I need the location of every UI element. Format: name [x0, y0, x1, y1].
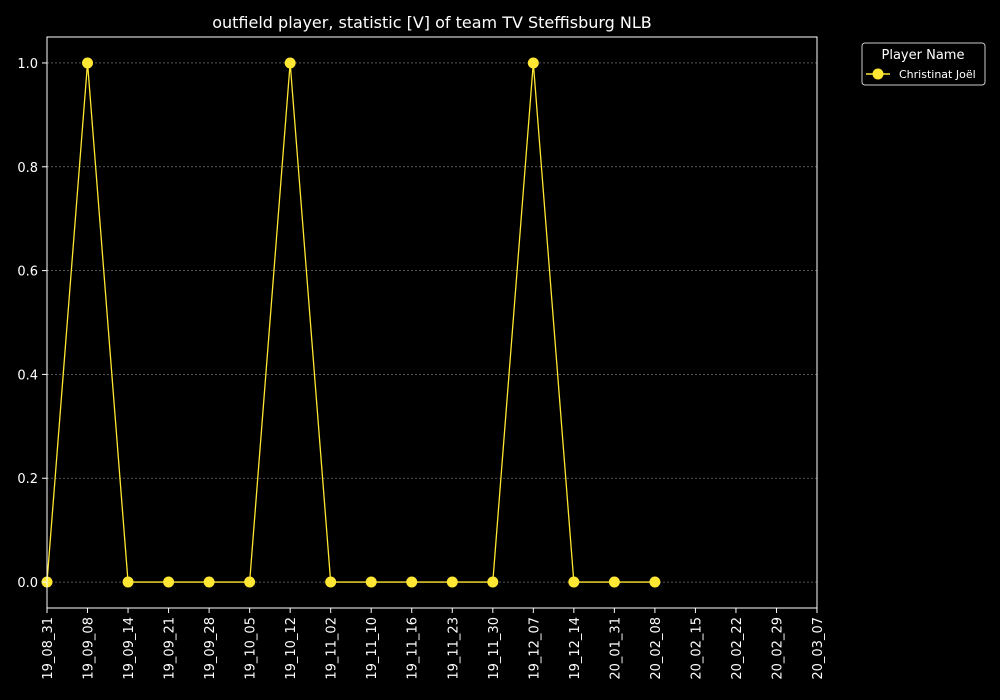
data-point	[325, 576, 337, 588]
x-tick-label: 19_10_05	[244, 617, 259, 680]
x-tick-label: 19_11_02	[325, 617, 340, 680]
x-tick-label: 19_09_14	[122, 617, 137, 680]
y-tick-label: 0.4	[17, 368, 38, 383]
data-point	[163, 576, 175, 588]
legend: Player Name Christinat Joël	[861, 42, 986, 86]
axis-layer: 0.0 0.2 0.4 0.6 0.8 1.0 19_08_31 19_09_08 19_09_…	[17, 57, 826, 680]
data-point	[608, 576, 620, 588]
x-tick-label: 19_11_16	[406, 617, 421, 680]
plot-area-frame	[46, 36, 818, 609]
legend-series-label: Christinat Joël	[899, 68, 976, 81]
legend-box	[861, 42, 986, 86]
data-point	[284, 57, 296, 69]
x-tick-label: 19_11_30	[487, 617, 502, 680]
y-tick-label: 0.6	[17, 265, 38, 280]
x-tick-label: 20_01_31	[608, 617, 623, 680]
data-point	[649, 576, 661, 588]
data-point	[365, 576, 377, 588]
data-point	[82, 57, 94, 69]
x-tick-label: 20_03_07	[811, 617, 826, 680]
y-tick-label: 0.0	[17, 576, 38, 591]
x-tick-label: 19_09_08	[82, 617, 97, 680]
x-tick-label: 20_02_15	[689, 617, 704, 680]
data-point	[487, 576, 499, 588]
data-point	[122, 576, 134, 588]
x-tick-label: 19_08_31	[41, 617, 56, 680]
series-line	[46, 62, 655, 583]
legend-point-marker	[872, 68, 884, 80]
x-tick-label: 19_10_12	[284, 617, 299, 680]
data-point	[406, 576, 418, 588]
data-point	[568, 576, 580, 588]
x-tick-label: 19_11_23	[446, 617, 461, 680]
x-tick-label: 19_12_14	[568, 617, 583, 680]
y-tick-label: 0.8	[17, 161, 38, 176]
data-point	[244, 576, 256, 588]
x-tick-label: 19_09_21	[163, 617, 178, 680]
y-tick-label: 0.2	[17, 472, 38, 487]
x-tick-label: 20_02_29	[770, 617, 785, 680]
data-point	[203, 576, 215, 588]
x-tick-label: 19_12_07	[527, 617, 542, 680]
grid-layer	[47, 62, 817, 583]
legend-title: Player Name	[882, 48, 965, 63]
x-tick-label: 19_11_10	[365, 617, 380, 680]
x-tick-label: 19_09_28	[203, 617, 218, 680]
y-tick-label: 1.0	[17, 57, 38, 72]
data-point	[446, 576, 458, 588]
series-layer	[41, 57, 661, 588]
data-point	[527, 57, 539, 69]
x-tick-label: 20_02_08	[649, 617, 664, 680]
x-tick-label: 20_02_22	[730, 617, 745, 680]
chart-title: outfield player, statistic [V] of team T…	[212, 13, 652, 32]
